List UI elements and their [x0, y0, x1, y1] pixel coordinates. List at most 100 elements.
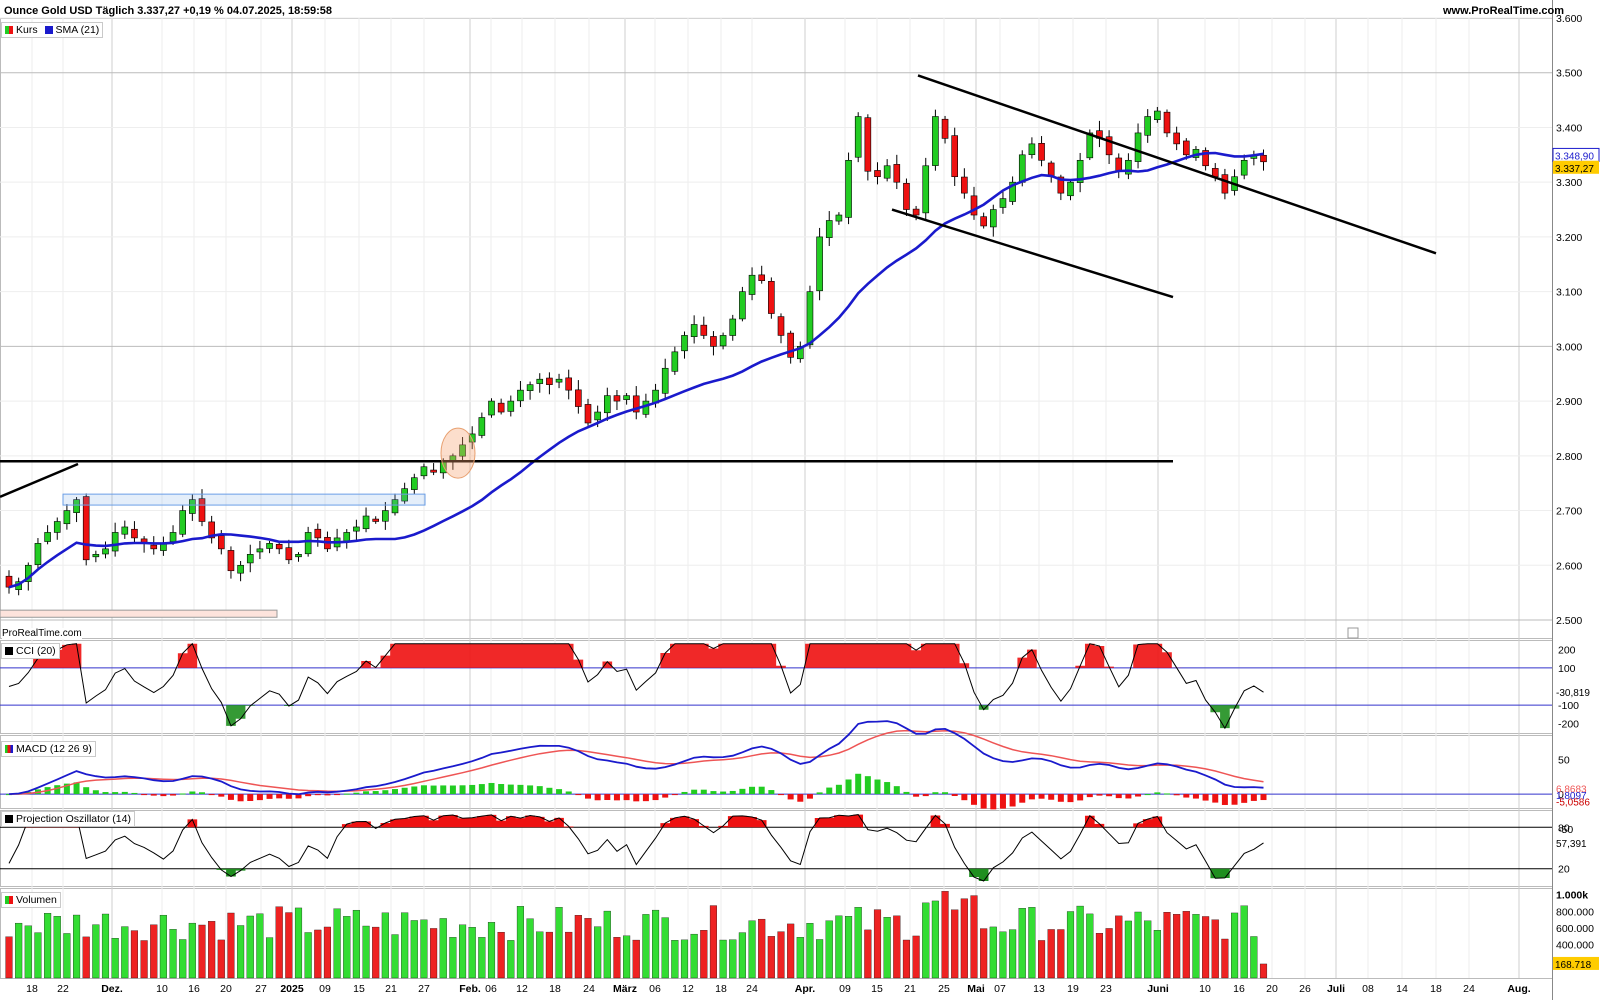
- volume-bar: [420, 919, 428, 979]
- candle-body: [1105, 136, 1113, 156]
- macd-hist-bar: [1221, 794, 1228, 805]
- macd-hist-bar: [121, 791, 128, 795]
- price-y-tick: 2.800: [1556, 451, 1582, 463]
- x-tick-label: 24: [746, 983, 758, 995]
- x-tick-label: 21: [904, 983, 916, 995]
- macd-hist-bar: [334, 794, 341, 796]
- brand-link[interactable]: www.ProRealTime.com: [1442, 5, 1564, 17]
- macd-hist-bar: [478, 784, 485, 795]
- candle-body: [999, 198, 1007, 208]
- macd-hist-bar: [440, 785, 447, 795]
- macd-hist-bar: [459, 785, 466, 795]
- volume-bar: [5, 936, 13, 979]
- volume-bar: [314, 929, 322, 979]
- volume-bar: [159, 914, 167, 979]
- volume-bar: [323, 926, 331, 979]
- macd-hist-bar: [170, 794, 177, 796]
- candle-body: [526, 384, 534, 391]
- macd-hist-bar: [266, 794, 273, 799]
- candle-body: [787, 332, 794, 358]
- price-y-tick: 3.400: [1556, 122, 1582, 134]
- macd-hist-bar: [845, 779, 852, 795]
- x-tick-label: 25: [938, 983, 950, 995]
- price-legend[interactable]: Kurs SMA (21): [1, 22, 104, 38]
- macd-label-2: 1,8097: [1556, 791, 1587, 802]
- proj-last-label: 57,391: [1556, 839, 1587, 850]
- volume-bar: [787, 923, 795, 979]
- macd-hist-bar: [1086, 794, 1093, 798]
- x-tick-label: 18: [26, 983, 38, 995]
- macd-signal-line: [8, 729, 1264, 795]
- volume-bar: [237, 925, 245, 979]
- candle-body: [883, 165, 891, 179]
- macd-hist-bar: [63, 783, 70, 795]
- volume-swatch-icon: [5, 896, 13, 904]
- x-tick-label: 07: [994, 983, 1006, 995]
- volume-bar: [246, 915, 254, 979]
- candle-body: [227, 550, 235, 572]
- cci-legend[interactable]: CCI (20): [1, 643, 60, 659]
- volume-bar: [265, 937, 274, 979]
- volume-bar: [217, 939, 225, 979]
- cci-y-tick: 100: [1558, 663, 1576, 675]
- volume-bar: [1057, 929, 1065, 979]
- proj-legend[interactable]: Projection Oszillator (14): [1, 811, 135, 827]
- proj-line: [8, 814, 1264, 882]
- candle-body: [1202, 150, 1209, 167]
- volume-bar: [623, 935, 631, 979]
- volume-bar: [1095, 933, 1104, 979]
- volume-bar: [526, 918, 534, 979]
- volume-bar: [1221, 938, 1229, 979]
- macd-hist-bar: [92, 790, 99, 795]
- volume-bar: [1076, 905, 1084, 979]
- macd-hist-bar: [787, 794, 794, 800]
- x-tick-label: 19: [1067, 983, 1079, 995]
- volume-bar: [1124, 920, 1132, 979]
- candle-body: [961, 176, 968, 194]
- candle-body: [603, 395, 611, 414]
- candle-body: [719, 335, 727, 347]
- candle-body: [941, 118, 949, 139]
- candle-body: [189, 499, 196, 514]
- macd-hist-bar: [652, 794, 659, 801]
- volume-bar: [835, 915, 843, 979]
- x-tick-label: 14: [1396, 983, 1408, 995]
- volume-bar: [15, 922, 23, 979]
- kurs-swatch-icon: [5, 26, 13, 34]
- macd-hist-bar: [951, 794, 958, 797]
- macd-hist-bar: [893, 786, 900, 795]
- macd-hist-bar: [517, 784, 524, 795]
- candle-body: [1038, 143, 1045, 161]
- cci-oversold-fill: [226, 705, 1240, 729]
- cci-overbought-fill: [33, 643, 1182, 668]
- macd-hist-bar: [971, 794, 977, 805]
- candle-body: [285, 547, 293, 561]
- candle-body: [121, 526, 129, 535]
- candle-body: [478, 417, 486, 436]
- macd-hist-bar: [102, 792, 109, 795]
- volume-bar: [362, 925, 370, 979]
- volume-bar: [584, 918, 592, 979]
- volume-bar: [709, 905, 717, 979]
- x-tick-label: Juli: [1327, 983, 1345, 995]
- candle-body: [1076, 159, 1084, 183]
- macd-hist-bar: [430, 785, 437, 795]
- macd-hist-bar: [710, 791, 717, 795]
- candle-body: [102, 548, 109, 555]
- macd-legend[interactable]: MACD (12 26 9): [1, 741, 96, 757]
- x-tick-label: 06: [485, 983, 497, 995]
- volume-legend[interactable]: Volumen: [1, 892, 61, 908]
- macd-hist-bar: [961, 794, 968, 801]
- volume-bar: [1047, 929, 1055, 979]
- candle-body: [1260, 154, 1267, 163]
- candle-body: [546, 377, 553, 385]
- candle-body: [1173, 132, 1180, 145]
- volume-bar: [372, 926, 380, 979]
- candle-body: [391, 499, 399, 514]
- volume-bar: [63, 933, 71, 979]
- proj-swatch-icon: [5, 815, 13, 823]
- macd-hist-bar: [160, 794, 167, 797]
- volume-bar: [352, 909, 360, 979]
- macd-hist-bar: [1164, 793, 1170, 795]
